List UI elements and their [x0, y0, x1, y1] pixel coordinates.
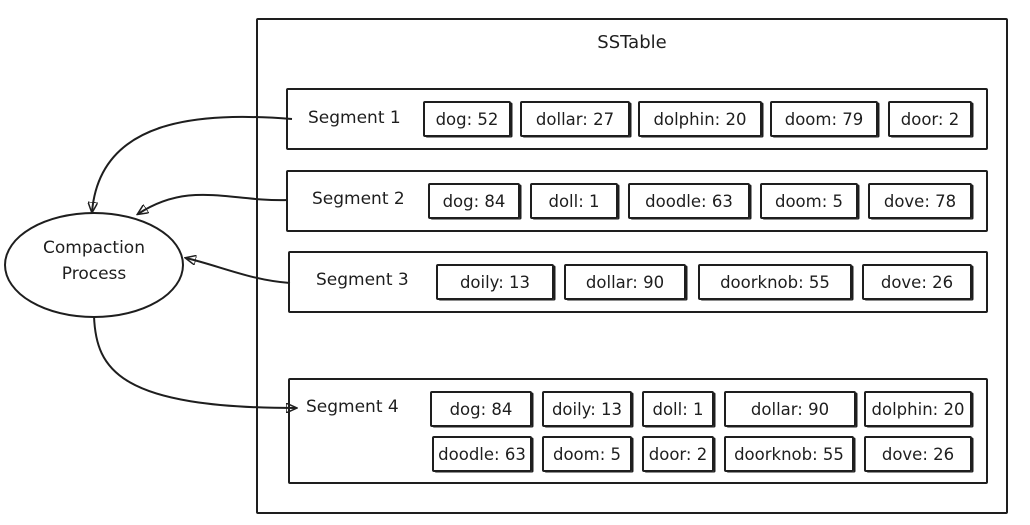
segment-2-entry-3: doodle: 63 [628, 183, 750, 219]
segment-1-entry-3: dolphin: 20 [638, 101, 762, 137]
arrow-process-to-segment-4 [93, 315, 296, 408]
segment-3-entry-3: doorknob: 55 [698, 264, 852, 300]
segment-3-label: Segment 3 [316, 270, 409, 290]
segment-2-entry-4: doom: 5 [760, 183, 858, 219]
sstable-title: SSTable [597, 32, 667, 53]
segment-2-entry-2: doll: 1 [530, 183, 618, 219]
segment-4-entry-8: door: 2 [642, 436, 714, 472]
segment-1-entry-1: dog: 52 [423, 101, 511, 137]
segment-4-entry-4: dollar: 90 [724, 391, 856, 427]
segment-4-box [288, 378, 988, 484]
segment-1-entry-5: door: 2 [888, 101, 972, 137]
segment-2-label: Segment 2 [312, 189, 405, 209]
compaction-process-line-2: Process [61, 264, 127, 284]
segment-1-entry-4: doom: 79 [770, 101, 878, 137]
compaction-process-line-1: Compaction [43, 238, 145, 258]
compaction-process-label: Compaction Process [4, 235, 184, 287]
segment-2-entry-1: dog: 84 [428, 183, 520, 219]
segment-4-entry-6: doodle: 63 [432, 436, 532, 472]
segment-1-label: Segment 1 [308, 108, 401, 128]
segment-1-entry-2: dollar: 27 [520, 101, 630, 137]
arrow-segment-3-to-process [186, 258, 291, 284]
segment-4-entry-2: doily: 13 [542, 391, 632, 427]
segment-3-entry-4: dove: 26 [862, 264, 972, 300]
segment-4-entry-3: doll: 1 [642, 391, 714, 427]
segment-4-entry-9: doorknob: 55 [724, 436, 854, 472]
arrow-segment-2-to-process [138, 193, 289, 214]
arrow-segment-1-to-process [92, 115, 293, 212]
segment-2-entry-5: dove: 78 [868, 183, 972, 219]
segment-4-entry-7: doom: 5 [542, 436, 632, 472]
segment-4-entry-1: dog: 84 [430, 391, 532, 427]
segment-4-entry-10: dove: 26 [864, 436, 972, 472]
segment-4-label: Segment 4 [306, 397, 399, 417]
sstable-container [256, 18, 1008, 514]
segment-3-entry-2: dollar: 90 [564, 264, 686, 300]
segment-4-entry-5: dolphin: 20 [864, 391, 972, 427]
segment-3-entry-1: doily: 13 [436, 264, 554, 300]
